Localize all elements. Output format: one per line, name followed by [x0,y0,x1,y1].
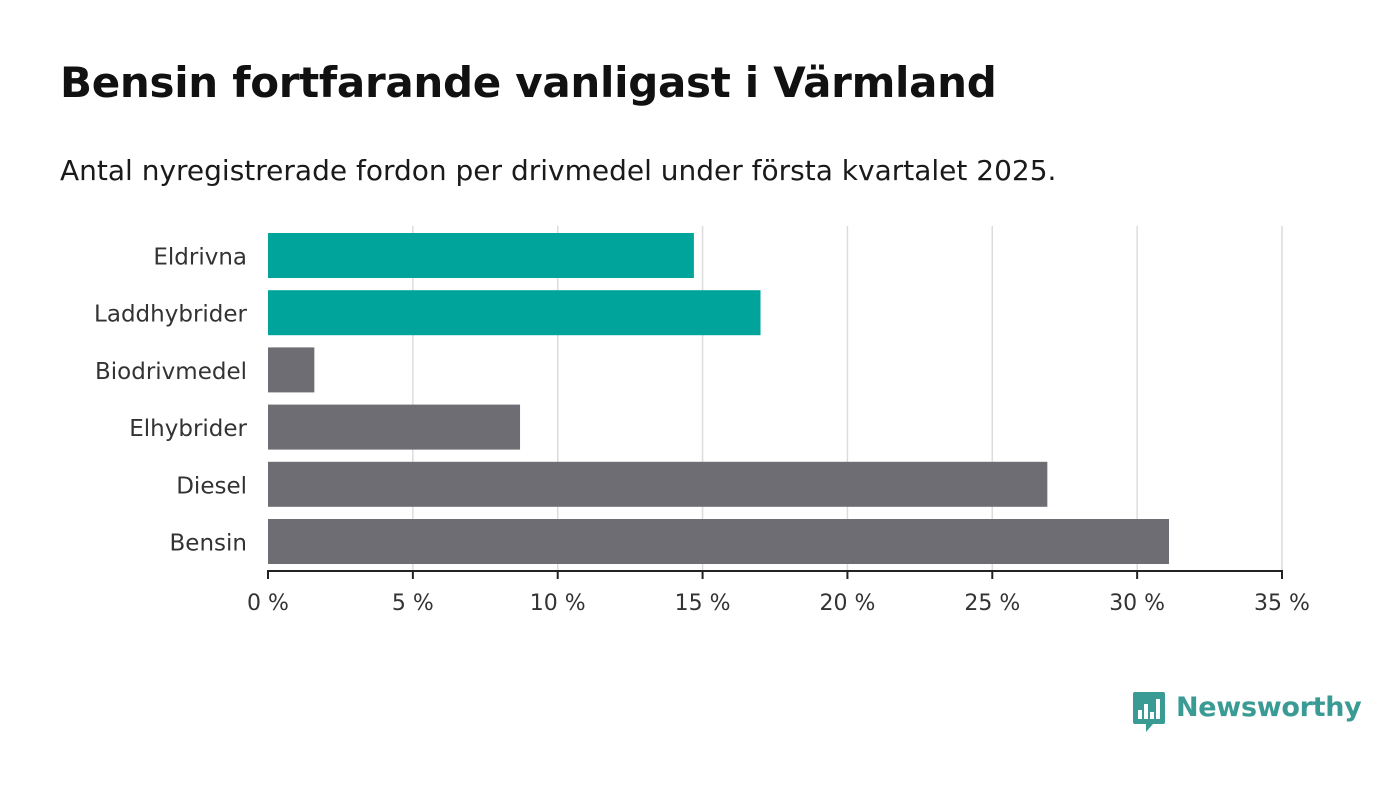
category-label: Diesel [176,473,247,499]
category-label: Bensin [170,531,247,557]
bar-bensin [268,519,1170,564]
x-tick-label: 25 % [964,591,1020,616]
bar-chart-speech-bubble-icon [1133,692,1165,732]
category-label: Elhybrider [129,416,247,442]
bar-diesel [268,461,1048,507]
bar-chart: Eldrivna Laddhybrider Biodrivmedel Elhybrid… [94,226,1310,616]
x-tick-label: 35 % [1254,591,1310,616]
logo-text: Newsworthy [1176,692,1362,723]
bar-biodrivmedel [268,347,315,393]
x-tick-label: 10 % [530,591,586,616]
category-label: Laddhybrider [94,302,247,328]
x-tick-label: 20 % [819,591,875,616]
chart-subtitle: Antal nyregistrerade fordon per drivmede… [60,154,1057,187]
x-tick-label: 5 % [392,591,434,616]
chart-title: Bensin fortfarande vanligast i Värmland [60,58,997,107]
newsworthy-logo: Newsworthy [1132,690,1362,736]
category-label: Biodrivmedel [95,359,247,385]
x-tick-label: 0 % [247,591,289,616]
bar-laddhybrider [268,290,761,336]
x-tick-label: 15 % [675,591,731,616]
bar-elhybrider [268,404,521,450]
x-tick-label: 30 % [1109,591,1165,616]
bar-eldrivna [268,233,694,278]
category-label: Eldrivna [153,245,247,271]
